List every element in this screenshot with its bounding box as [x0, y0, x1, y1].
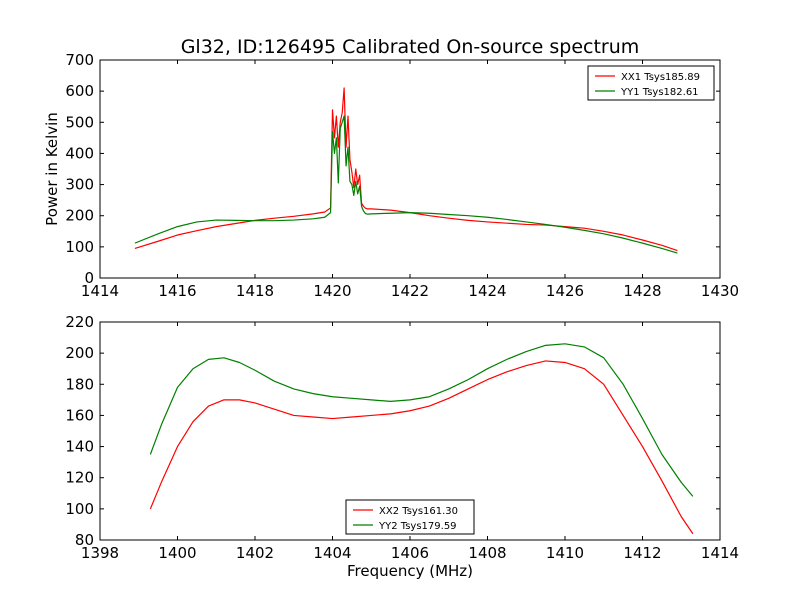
x-tick-label: 1430: [701, 282, 739, 300]
x-tick-label: 1406: [391, 544, 429, 562]
y-tick-label: 100: [65, 500, 94, 518]
y-tick-label: 400: [65, 144, 94, 162]
legend: XX1 Tsys185.89 YY1 Tsys182.61: [587, 65, 715, 101]
y-axis-label: Power in Kelvin: [43, 112, 61, 226]
legend-entry: XX1 Tsys185.89: [621, 72, 700, 83]
y-tick-label: 0: [84, 269, 94, 287]
y-tick-label: 200: [65, 344, 94, 362]
y-tick-label: 600: [65, 82, 94, 100]
y-tick-label: 120: [65, 469, 94, 487]
x-tick-label: 1410: [546, 544, 584, 562]
x-tick-label: 1404: [313, 544, 351, 562]
series-line-xx-panel-1: [134, 87, 678, 252]
y-tick-label: 160: [65, 406, 94, 424]
x-tick-label: 1402: [236, 544, 274, 562]
legend-entry: YY2 Tsys179.59: [378, 521, 457, 532]
y-tick-label: 80: [75, 531, 94, 549]
top-panel: 1414 1416 1418 1420 1422 1424 1426 1428 1430 0 100…: [43, 51, 739, 300]
x-tick-label: 1416: [158, 282, 196, 300]
x-tick-label: 1424: [468, 282, 506, 300]
x-tick-label: 1408: [468, 544, 506, 562]
y-tick-label: 200: [65, 207, 94, 225]
x-tick-label: 1398: [81, 544, 119, 562]
y-tick-label: 700: [65, 51, 94, 69]
x-axis-label: Frequency (MHz): [347, 562, 473, 580]
y-tick-label: 100: [65, 238, 94, 256]
x-tick-label: 1400: [158, 544, 196, 562]
y-tick-label: 220: [65, 313, 94, 331]
legend: XX2 Tsys161.30 YY2 Tsys179.59: [345, 499, 475, 535]
x-tick-label: 1428: [623, 282, 661, 300]
y-tick-label: 500: [65, 113, 94, 131]
x-tick-label: 1426: [546, 282, 584, 300]
y-tick-label: 300: [65, 176, 94, 194]
y-tick-label: 140: [65, 438, 94, 456]
x-tick-label: 1422: [391, 282, 429, 300]
chart-title: Gl32, ID:126495 Calibrated On-source spe…: [181, 36, 640, 58]
x-tick-label: 1414: [81, 282, 119, 300]
legend-entry: XX2 Tsys161.30: [379, 506, 458, 517]
x-tick-label: 1412: [623, 544, 661, 562]
series-line-yy-panel-2: [149, 343, 694, 497]
legend-entry: YY1 Tsys182.61: [620, 87, 699, 98]
legend-box: [345, 499, 475, 535]
legend-box: [587, 65, 715, 101]
x-tick-label: 1420: [313, 282, 351, 300]
bottom-panel: 1398 1400 1402 1404 1406 1408 1410 1412 1414 80 10…: [65, 313, 739, 580]
x-tick-label: 1414: [701, 544, 739, 562]
series-line-xx-panel-2: [149, 360, 694, 535]
y-tick-label: 180: [65, 375, 94, 393]
x-tick-label: 1418: [236, 282, 274, 300]
series-line-yy-panel-1: [134, 115, 678, 254]
